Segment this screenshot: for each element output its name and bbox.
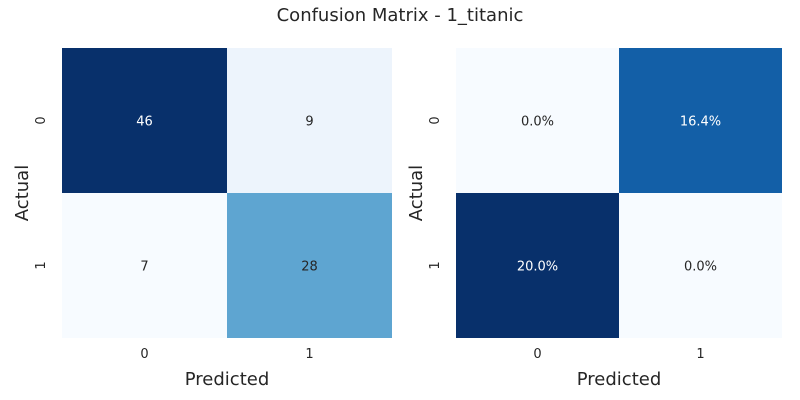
cell-value-label: 7	[140, 260, 148, 275]
x-axis-title: Predicted	[577, 369, 662, 390]
x-tick-label: 0	[140, 347, 148, 362]
x-tick-label: 0	[533, 347, 541, 362]
x-tick-label: 1	[305, 347, 313, 362]
cell-value-label: 16.4%	[680, 115, 721, 130]
y-tick-label: 0	[428, 116, 443, 124]
heatmap-panel-2: 0.0% 16.4% 20.0% 0.0% 0 1 0 1 Predicted Actual	[406, 48, 782, 390]
cell-value-label: 46	[136, 115, 153, 130]
x-tick-label: 1	[696, 347, 704, 362]
heatmap-cell	[456, 193, 619, 338]
heatmap-cell	[456, 48, 619, 193]
heatmap-cell	[62, 48, 227, 193]
cell-value-label: 0.0%	[684, 260, 717, 275]
figure-title: Confusion Matrix - 1_titanic	[276, 5, 524, 26]
cell-value-label: 28	[301, 260, 318, 275]
heatmap-cell	[619, 48, 782, 193]
cell-value-label: 0.0%	[521, 115, 554, 130]
y-tick-label: 1	[34, 261, 49, 269]
heatmap-cell	[619, 193, 782, 338]
y-axis-title: Actual	[406, 165, 427, 221]
heatmap-panel-1: 46 9 7 28 0 1 0 1 Predicted Actual	[12, 48, 392, 390]
cell-value-label: 9	[305, 115, 313, 130]
y-axis-title: Actual	[12, 165, 33, 221]
y-tick-label: 0	[34, 116, 49, 124]
heatmap-cell	[227, 193, 392, 338]
cell-value-label: 20.0%	[517, 260, 558, 275]
heatmap-cell	[62, 193, 227, 338]
x-axis-title: Predicted	[185, 369, 270, 390]
heatmap-cell	[227, 48, 392, 193]
y-tick-label: 1	[428, 261, 443, 269]
